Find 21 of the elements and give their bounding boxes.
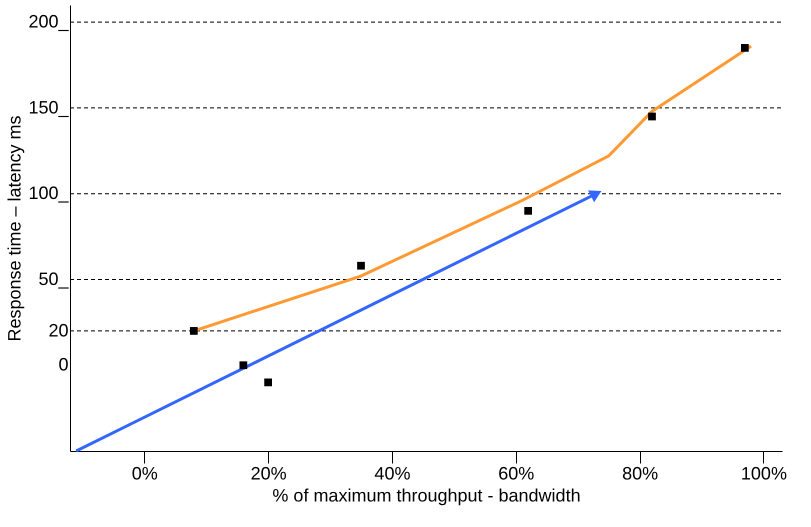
point	[264, 378, 272, 386]
x-axis-title: % of maximum throughput - bandwidth	[272, 486, 581, 506]
point	[357, 262, 365, 270]
y-tick-label: 20	[48, 320, 68, 340]
x-tick-label: 100%	[740, 464, 787, 484]
y-tick-label: 0	[58, 354, 68, 375]
x-tick-label: 20%	[250, 464, 287, 484]
point	[524, 206, 532, 215]
point	[740, 44, 749, 52]
x-tick-label: 40%	[374, 464, 410, 484]
y-tick-label: 50_	[38, 268, 70, 289]
x-tick-label: 80%	[622, 464, 658, 484]
point	[239, 361, 248, 370]
y-axis-title: Response time – latency ms	[4, 115, 24, 342]
point	[190, 327, 198, 335]
y-tick-label: 150_	[28, 97, 70, 118]
x-tick-label: 60%	[498, 464, 534, 484]
y-tick-label: 100_	[28, 183, 70, 204]
y-tick-label: 200_	[28, 12, 70, 32]
x-tick-label: 0%	[132, 464, 158, 484]
point	[648, 112, 656, 120]
